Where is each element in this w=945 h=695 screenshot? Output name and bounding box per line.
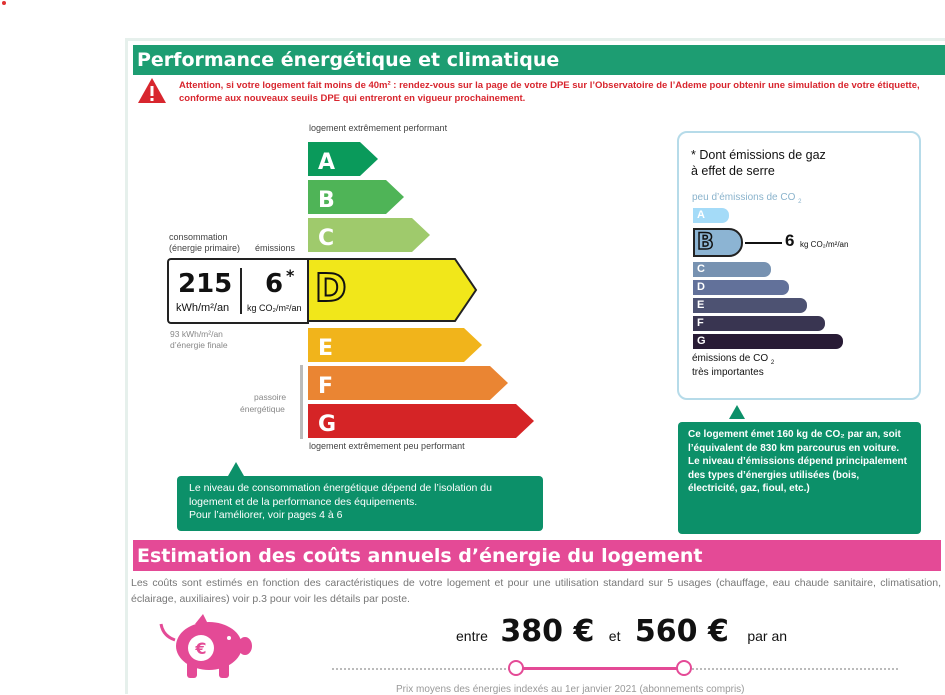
current-class-arrow	[307, 258, 478, 322]
consumption-info-text: Le niveau de consommation énergétique dé…	[189, 482, 492, 521]
ges-class-g: G	[693, 334, 843, 349]
ges-unit: kg CO₂/m²/an	[800, 240, 849, 249]
red-dot-marker	[2, 1, 6, 5]
passoire-label-2: énergétique	[240, 404, 285, 414]
energy-class-g: G	[308, 404, 534, 438]
consumption-value: 215	[178, 269, 233, 299]
ges-box	[677, 131, 921, 400]
consumption-label: consommation (énergie primaire)	[169, 232, 241, 253]
energy-class-c: C	[308, 218, 430, 252]
ges-pointer-line	[745, 242, 782, 244]
consumption-info: Le niveau de consommation énergétique dé…	[177, 476, 543, 531]
between-label: entre	[456, 628, 488, 644]
max-price: 560 €	[634, 614, 729, 649]
energy-class-letter-f: F	[318, 374, 333, 399]
divider	[240, 268, 242, 314]
ges-info-pointer	[729, 405, 745, 419]
passoire-bracket	[300, 365, 303, 439]
ges-bottom-label-2: très importantes	[692, 367, 764, 378]
energy-class-letter-e: E	[318, 336, 333, 361]
costs-description: Les coûts sont estimés en fonction des c…	[131, 577, 941, 605]
min-price: 380 €	[500, 614, 595, 649]
ges-title-2: à effet de serre	[691, 164, 775, 178]
final-energy-value: 93 kWh/m²/an	[170, 329, 223, 339]
current-class-letter: D	[314, 265, 348, 311]
current-rating-box: 215 kWh/m²/an 6 * kg CO₂/m²/an	[167, 258, 309, 324]
ges-current-marker	[693, 228, 743, 257]
max-price-knob	[676, 660, 692, 676]
per-year-label: par an	[747, 628, 788, 644]
consumption-unit: kWh/m²/an	[176, 302, 230, 314]
ges-bottom-label-text: émissions de CO	[692, 353, 769, 364]
top-scale-label: logement extrêmement performant	[309, 123, 448, 133]
price-footnote: Prix moyens des énergies indexés au 1er …	[396, 684, 745, 695]
ges-bottom-label: émissions de CO 2	[692, 353, 774, 366]
energy-class-a: A	[308, 142, 378, 176]
ges-class-letter-a: A	[697, 209, 705, 221]
alert-text: Attention, si votre logement fait moins …	[179, 80, 920, 104]
ges-current-letter: B	[696, 229, 714, 256]
ges-class-letter-f: F	[697, 317, 704, 329]
emissions-star: *	[286, 266, 295, 285]
ges-class-d: D	[693, 280, 789, 295]
ges-class-e: E	[693, 298, 807, 313]
energy-class-e: E	[308, 328, 482, 362]
info-pointer	[228, 462, 244, 476]
ges-class-c: C	[693, 262, 771, 277]
ges-info-text: Ce logement émet 160 kg de CO₂ par an, s…	[688, 429, 907, 494]
emissions-label: émissions	[255, 243, 296, 253]
ges-bottom-sub: 2	[770, 360, 775, 366]
ges-top-label: peu d’émissions de CO 2	[692, 192, 802, 205]
ges-class-letter-c: C	[697, 263, 705, 275]
ges-class-letter-g: G	[697, 335, 706, 347]
emissions-value: 6	[265, 269, 284, 299]
min-price-knob	[508, 660, 524, 676]
ges-top-label-text: peu d’émissions de CO	[692, 192, 796, 203]
bottom-scale-label: logement extrêmement peu performant	[309, 441, 465, 451]
energy-class-letter-g: G	[318, 412, 336, 437]
energy-class-b: B	[308, 180, 404, 214]
price-range: entre 380 € et 560 € par an	[456, 614, 787, 654]
ges-title: * Dont émissions de gaz	[691, 148, 826, 162]
ges-value: 6	[785, 231, 795, 250]
costs-title: Estimation des coûts annuels d’énergie d…	[133, 540, 941, 571]
ges-class-a: A	[693, 208, 729, 223]
energy-class-letter-a: A	[318, 150, 335, 175]
and-label: et	[608, 628, 621, 644]
svg-text:€: €	[194, 639, 206, 658]
piggy-bank-icon: €	[159, 614, 252, 678]
performance-title: Performance énergétique et climatique	[133, 45, 945, 75]
price-range-bar	[516, 667, 684, 670]
energy-class-letter-b: B	[318, 188, 335, 213]
energy-class-f: F	[308, 366, 508, 400]
warning-icon	[138, 78, 166, 103]
passoire-label: passoire	[254, 392, 287, 402]
ges-top-sub: 2	[798, 199, 802, 205]
ges-class-letter-d: D	[697, 281, 705, 293]
final-energy-label: d’énergie finale	[170, 340, 228, 350]
ges-class-f: F	[693, 316, 825, 331]
energy-class-letter-c: C	[318, 226, 334, 251]
emissions-unit: kg CO₂/m²/an	[247, 303, 302, 313]
ges-info: Ce logement émet 160 kg de CO₂ par an, s…	[678, 422, 921, 534]
ges-class-letter-e: E	[697, 299, 705, 311]
